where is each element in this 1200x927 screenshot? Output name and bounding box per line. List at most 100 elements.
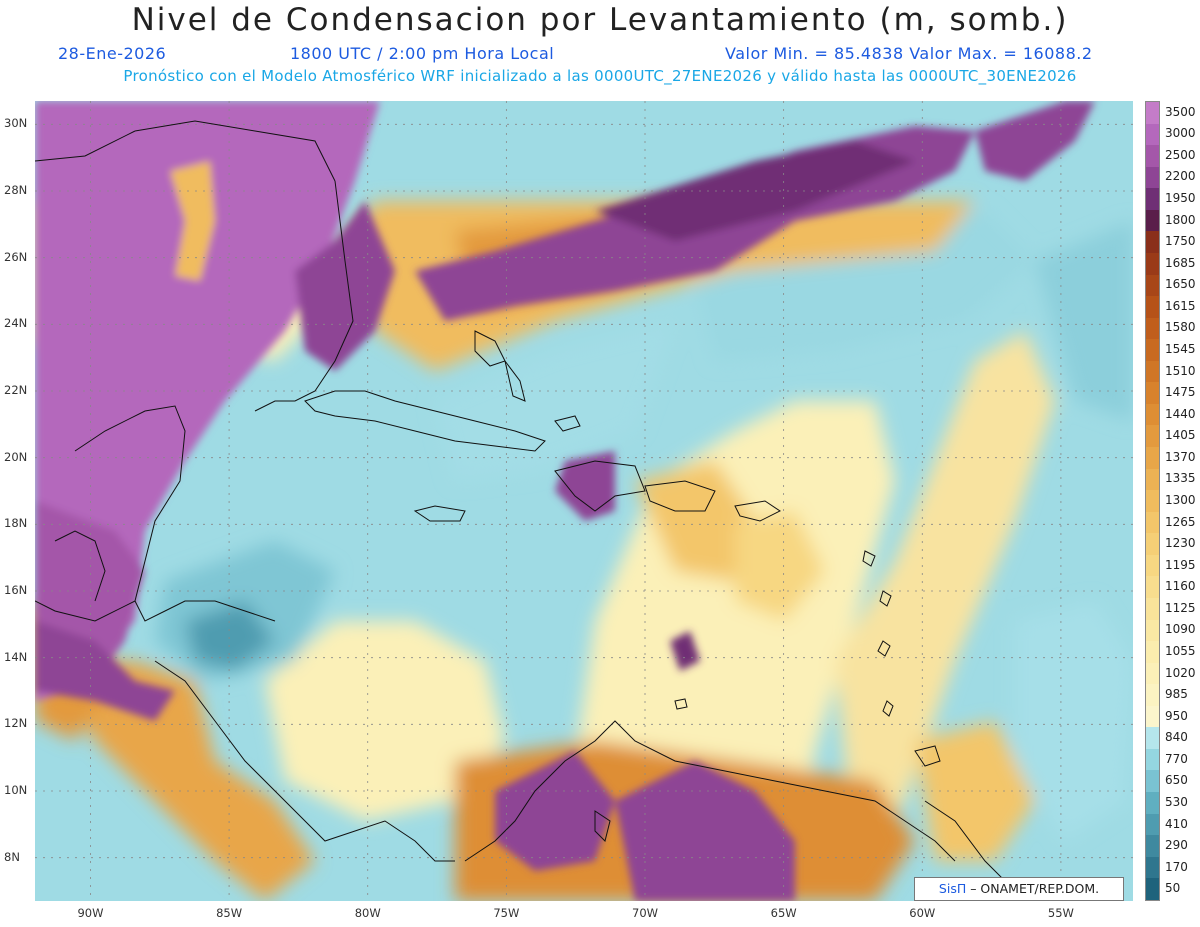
colorbar-label: 170 [1165, 859, 1188, 874]
colorbar-label: 290 [1165, 838, 1188, 853]
colorbar-label: 650 [1165, 773, 1188, 788]
colorbar-label: 1125 [1165, 600, 1196, 615]
colorbar-label: 1510 [1165, 363, 1196, 378]
lon-label: 60W [909, 906, 936, 920]
colorbar-label: 1685 [1165, 255, 1196, 270]
colorbar-segment [1146, 188, 1159, 210]
colorbar-segment [1146, 102, 1159, 124]
colorbar-label: 770 [1165, 751, 1188, 766]
colorbar-label: 2500 [1165, 147, 1196, 162]
colorbar-segment [1146, 597, 1159, 620]
colorbar-label: 1370 [1165, 449, 1196, 464]
colorbar-segment [1146, 166, 1159, 189]
forecast-time: 1800 UTC / 2:00 pm Hora Local [290, 44, 555, 63]
colorbar-label: 3500 [1165, 104, 1196, 119]
forecast-map [34, 101, 1133, 901]
colorbar-segment [1146, 231, 1159, 253]
colorbar-label: 1440 [1165, 406, 1196, 421]
colorbar-label: 1800 [1165, 212, 1196, 227]
colorbar-segment [1146, 878, 1159, 900]
colorbar-label: 3000 [1165, 126, 1196, 141]
map-title: Nivel de Condensacion por Levantamiento … [131, 2, 1069, 38]
lat-label: 28N [4, 183, 28, 197]
colorbar-label: 1545 [1165, 342, 1196, 357]
colorbar-segment [1146, 576, 1159, 598]
lat-label: 14N [4, 649, 28, 664]
lat-label: 8N [4, 849, 20, 864]
colorbar-label: 1090 [1165, 622, 1196, 637]
lon-label: 75W [493, 906, 520, 920]
colorbar-segment [1146, 296, 1159, 318]
colorbar-label: 1160 [1165, 579, 1196, 594]
coastlines [34, 120, 1016, 892]
colorbar-segment [1146, 339, 1159, 361]
colorbar-segment [1146, 662, 1159, 685]
lat-label: 10N [4, 783, 28, 797]
colorbar-segment [1146, 770, 1159, 792]
lon-label: 65W [770, 906, 797, 920]
colorbar-label: 1750 [1165, 234, 1196, 249]
colorbar-label: 50 [1165, 881, 1181, 896]
lat-label: 22N [4, 383, 28, 397]
colorbar-label: 1615 [1165, 298, 1196, 313]
colorbar-segment [1146, 447, 1159, 469]
colorbar-segment [1146, 360, 1159, 383]
lon-label: 90W [77, 906, 104, 920]
colorbar-segment [1146, 813, 1159, 836]
colorbar [1145, 101, 1160, 901]
colorbar-segment [1146, 533, 1159, 555]
colorbar-segment [1146, 274, 1159, 297]
colorbar-segment [1146, 511, 1159, 534]
colorbar-label: 1230 [1165, 536, 1196, 551]
colorbar-segment [1146, 619, 1159, 642]
colorbar-label: 1300 [1165, 493, 1196, 507]
lon-label: 55W [1047, 906, 1074, 920]
colorbar-label: 530 [1165, 794, 1188, 809]
graticule [35, 101, 1133, 901]
colorbar-segment [1146, 835, 1159, 857]
colorbar-label: 1055 [1165, 643, 1196, 658]
colorbar-segment [1146, 382, 1159, 404]
model-info: Pronóstico con el Modelo Atmosférico WRF… [123, 67, 1077, 85]
colorbar-segment [1146, 209, 1159, 232]
colorbar-label: 1265 [1165, 514, 1196, 529]
colorbar-label: 1405 [1165, 428, 1196, 443]
lat-label: 24N [4, 316, 28, 331]
colorbar-segment [1146, 145, 1159, 167]
lat-label: 20N [4, 449, 28, 464]
lat-label: 30N [4, 116, 28, 131]
colorbar-segment [1146, 123, 1159, 146]
colorbar-segment [1146, 641, 1159, 663]
colorbar-label: 840 [1165, 730, 1188, 745]
field-purple [35, 101, 1095, 901]
colorbar-segment [1146, 490, 1159, 512]
colorbar-label: 1475 [1165, 385, 1196, 400]
colorbar-label: 1580 [1165, 320, 1196, 335]
colorbar-label: 985 [1165, 687, 1188, 702]
lat-label: 16N [4, 583, 28, 597]
colorbar-label: 950 [1165, 708, 1188, 723]
credit-text: – ONAMET/REP.DOM. [966, 881, 1100, 896]
map-svg [34, 101, 1133, 901]
colorbar-segment [1146, 317, 1159, 340]
colorbar-segment [1146, 792, 1159, 814]
colorbar-label: 1650 [1165, 277, 1196, 292]
colorbar-label: 1195 [1165, 557, 1196, 572]
colorbar-segment [1146, 468, 1159, 491]
lon-label: 85W [216, 906, 243, 920]
lat-label: 26N [4, 249, 28, 264]
lon-label: 80W [354, 906, 381, 920]
colorbar-label: 1335 [1165, 471, 1196, 486]
colorbar-segment [1146, 856, 1159, 879]
colorbar-segment [1146, 252, 1159, 275]
colorbar-segment [1146, 403, 1159, 426]
lat-label: 12N [4, 716, 28, 731]
forecast-date: 28-Ene-2026 [58, 44, 167, 63]
lon-label: 70W [632, 906, 659, 920]
colorbar-label: 410 [1165, 816, 1188, 831]
colorbar-segment [1146, 554, 1159, 577]
colorbar-segment [1146, 727, 1159, 749]
min-max-values: Valor Min. = 85.4838 Valor Max. = 16088.… [725, 44, 1093, 63]
colorbar-segment [1146, 684, 1159, 706]
credit-box: SisΠ – ONAMET/REP.DOM. [914, 877, 1124, 901]
